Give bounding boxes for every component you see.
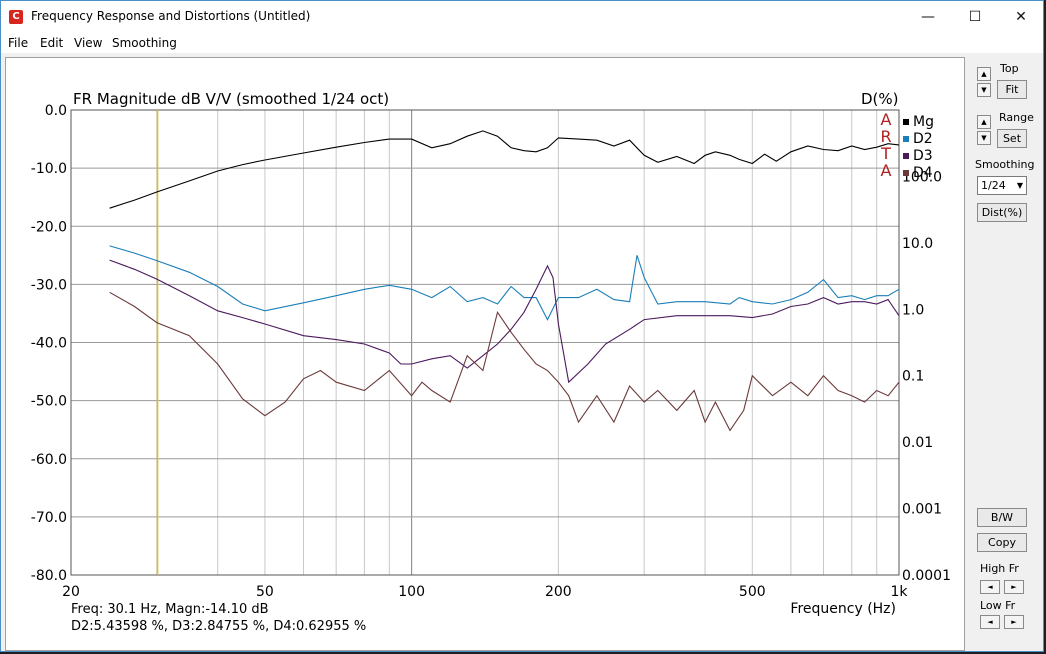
high-fr-right-button[interactable]: ► bbox=[1004, 580, 1024, 594]
x-tick-label: 50 bbox=[256, 584, 274, 600]
y2-axis-label: D(%) bbox=[861, 90, 899, 108]
legend-label-mg: Mg bbox=[913, 114, 934, 130]
chart-title: FR Magnitude dB V/V (smoothed 1/24 oct) bbox=[73, 90, 389, 108]
range-label: Range bbox=[999, 111, 1034, 124]
menu-smoothing[interactable]: Smoothing bbox=[112, 36, 177, 50]
y2-tick-label: 0.0001 bbox=[902, 568, 951, 584]
app-icon: C bbox=[9, 10, 23, 24]
y2-tick-label: 100.0 bbox=[902, 169, 942, 185]
top-label: Top bbox=[1000, 62, 1019, 75]
smoothing-label: Smoothing bbox=[975, 158, 1035, 171]
menu-file[interactable]: File bbox=[8, 36, 29, 50]
plot-area[interactable]: 0.0 -10.0 -20.0 -30.0 -40.0 -50.0 -60.0 -70.0 -8… bbox=[5, 57, 965, 651]
top-up-button[interactable]: ▲ bbox=[977, 67, 991, 81]
x-tick-label: 20 bbox=[62, 584, 80, 600]
dist-percent-button[interactable]: Dist(%) bbox=[977, 203, 1027, 222]
low-fr-left-button[interactable]: ◄ bbox=[980, 615, 1000, 629]
y-tick-label: -20.0 bbox=[31, 219, 67, 235]
range-down-button[interactable]: ▼ bbox=[977, 131, 991, 145]
legend-swatch-mg bbox=[903, 119, 909, 125]
x-tick-label: 200 bbox=[545, 584, 572, 600]
x-tick-label: 1k bbox=[890, 584, 908, 600]
window-title: Frequency Response and Distortions (Unti… bbox=[31, 9, 311, 23]
fit-button[interactable]: Fit bbox=[997, 80, 1027, 99]
frequency-response-chart[interactable]: 0.0 -10.0 -20.0 -30.0 -40.0 -50.0 -60.0 -70.0 -8… bbox=[6, 58, 964, 650]
title-bar[interactable]: C Frequency Response and Distortions (Un… bbox=[1, 1, 1043, 33]
readout-distortion: D2:5.43598 %, D3:2.84755 %, D4:0.62955 % bbox=[71, 619, 366, 634]
x-tick-label: 100 bbox=[398, 584, 425, 600]
low-fr-right-button[interactable]: ► bbox=[1004, 615, 1024, 629]
menu-view[interactable]: View bbox=[74, 36, 103, 50]
menu-bar: File Edit View Smoothing bbox=[1, 33, 1043, 53]
y-tick-label: -50.0 bbox=[31, 394, 67, 410]
arta-watermark-letter: A bbox=[881, 161, 892, 180]
y-tick-label: -80.0 bbox=[31, 568, 67, 584]
copy-button[interactable]: Copy bbox=[977, 533, 1027, 552]
menu-edit[interactable]: Edit bbox=[40, 36, 64, 50]
range-up-button[interactable]: ▲ bbox=[977, 115, 991, 129]
control-panel: Top ▲ ▼ Fit Range ▲ ▼ Set Smoothing 1/24… bbox=[967, 57, 1043, 651]
legend-swatch-d2 bbox=[903, 136, 909, 142]
y2-tick-label: 1.0 bbox=[902, 302, 924, 318]
x-axis-label: Frequency (Hz) bbox=[790, 601, 896, 617]
y-tick-label: -60.0 bbox=[31, 452, 67, 468]
minimize-button[interactable]: — bbox=[921, 9, 935, 25]
top-down-button[interactable]: ▼ bbox=[977, 83, 991, 97]
arta-watermark-letter: A bbox=[881, 110, 892, 129]
legend-swatch-d3 bbox=[903, 153, 909, 159]
close-button[interactable]: ✕ bbox=[1015, 9, 1027, 25]
plot-border bbox=[70, 109, 900, 576]
series-line-d3 bbox=[109, 259, 900, 384]
set-button[interactable]: Set bbox=[997, 129, 1027, 148]
series-line-d2 bbox=[109, 245, 900, 321]
y-tick-label: 0.0 bbox=[45, 103, 67, 119]
y-tick-label: -40.0 bbox=[31, 336, 67, 352]
legend-label-d4: D4 bbox=[913, 165, 933, 181]
high-fr-left-button[interactable]: ◄ bbox=[980, 580, 1000, 594]
high-fr-label: High Fr bbox=[980, 562, 1019, 575]
y2-tick-label: 10.0 bbox=[902, 236, 933, 252]
smoothing-select[interactable]: 1/24 ▼ bbox=[977, 176, 1027, 195]
series-line-mg bbox=[109, 130, 900, 209]
y-tick-label: -70.0 bbox=[31, 510, 67, 526]
y2-tick-label: 0.001 bbox=[902, 502, 942, 518]
chevron-down-icon: ▼ bbox=[1016, 181, 1023, 190]
smoothing-value: 1/24 bbox=[981, 179, 1006, 192]
maximize-button[interactable]: ☐ bbox=[968, 9, 982, 25]
low-fr-label: Low Fr bbox=[980, 599, 1016, 612]
legend-label-d2: D2 bbox=[913, 131, 933, 147]
bw-button[interactable]: B/W bbox=[977, 508, 1027, 527]
y-tick-label: -10.0 bbox=[31, 161, 67, 177]
legend-swatch-d4 bbox=[903, 170, 909, 176]
readout-freq-magn: Freq: 30.1 Hz, Magn:-14.10 dB bbox=[71, 602, 269, 617]
x-tick-label: 500 bbox=[739, 584, 766, 600]
legend-label-d3: D3 bbox=[913, 148, 933, 164]
y2-tick-label: 0.01 bbox=[902, 435, 933, 451]
y-tick-label: -30.0 bbox=[31, 277, 67, 293]
y2-tick-label: 0.1 bbox=[902, 369, 924, 385]
arta-watermark-letter: R bbox=[880, 127, 891, 146]
series-line-d4 bbox=[109, 291, 900, 432]
arta-watermark-letter: T bbox=[880, 144, 891, 163]
